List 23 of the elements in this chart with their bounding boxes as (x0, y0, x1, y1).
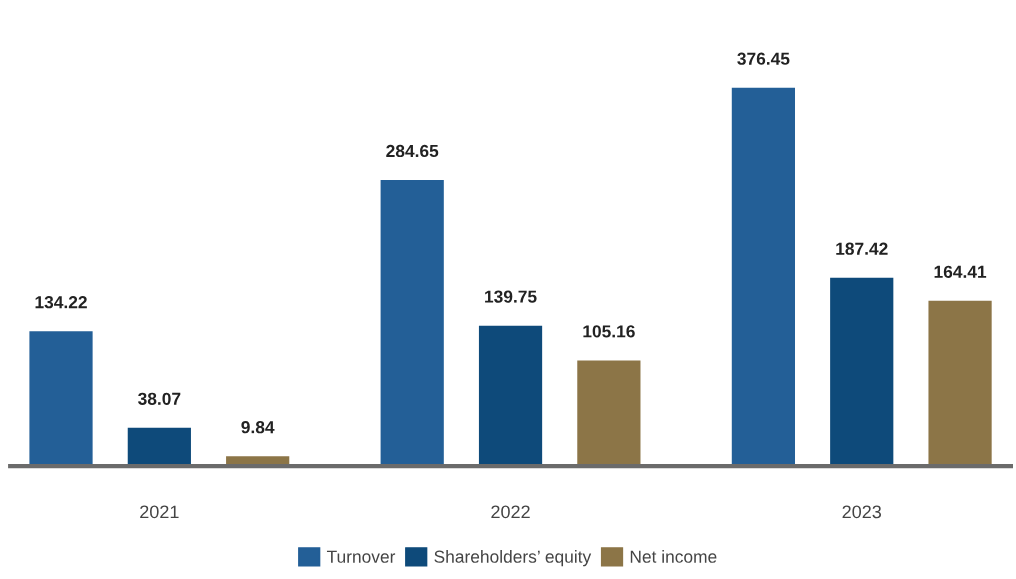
data-label: 164.41 (934, 265, 987, 278)
bar (29, 331, 93, 467)
data-label: 376.45 (737, 52, 790, 65)
data-label: 105.16 (583, 325, 635, 338)
legend-label: Turnover (326, 550, 396, 563)
x-tick-label: 2023 (842, 505, 882, 519)
bar (380, 179, 444, 467)
data-label: 134.22 (35, 296, 87, 309)
bar (830, 277, 894, 467)
data-label: 9.84 (241, 421, 275, 434)
x-tick-label: 2021 (140, 505, 179, 519)
bar (928, 300, 992, 467)
legend-label: Net income (630, 550, 717, 563)
data-label: 38.07 (138, 392, 181, 405)
x-tick-label: 2022 (491, 505, 530, 519)
bar (731, 87, 796, 467)
legend-label: Shareholders’ equity (434, 550, 592, 567)
data-label: 187.42 (836, 242, 888, 255)
bar (478, 325, 543, 467)
bar (127, 427, 191, 467)
data-label: 139.75 (485, 290, 537, 303)
bar (577, 360, 641, 467)
data-label: 284.65 (386, 144, 439, 158)
